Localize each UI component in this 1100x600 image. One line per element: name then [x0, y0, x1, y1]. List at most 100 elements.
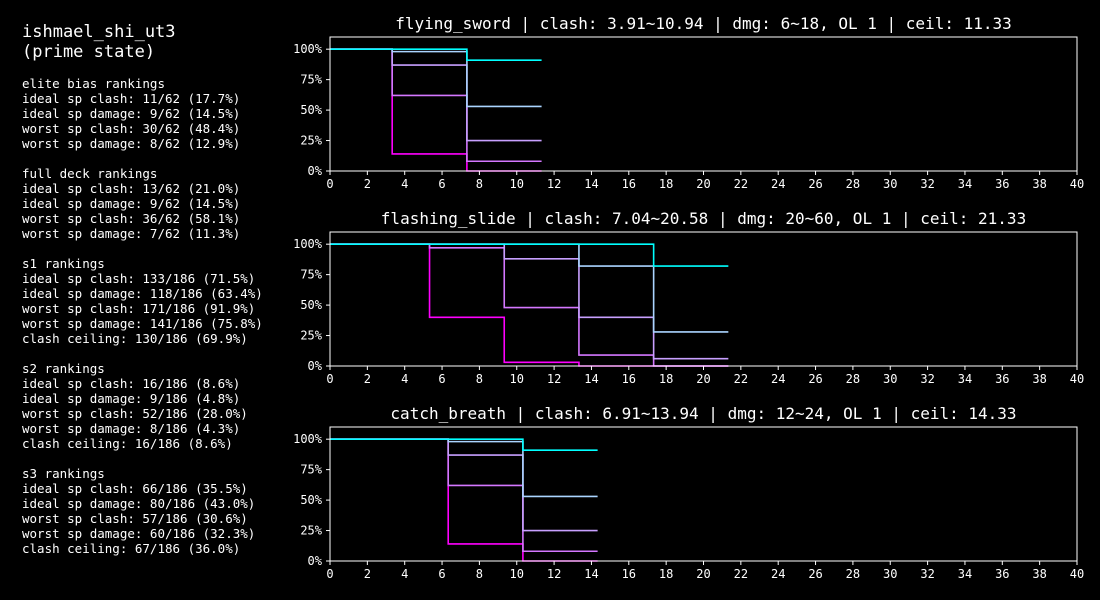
- y-tick-label: 25%: [300, 134, 322, 148]
- y-tick-label: 0%: [308, 164, 323, 178]
- ranking-line: ideal sp damage: 9/62 (14.5%): [22, 196, 241, 211]
- x-tick-label: 8: [476, 177, 483, 191]
- x-tick-label: 2: [364, 177, 371, 191]
- y-tick-label: 100%: [293, 237, 323, 251]
- x-tick-label: 24: [771, 567, 785, 581]
- x-tick-label: 26: [808, 177, 822, 191]
- y-tick-label: 25%: [300, 524, 322, 538]
- ranking-line: worst sp clash: 52/186 (28.0%): [22, 406, 248, 421]
- x-tick-label: 32: [920, 177, 934, 191]
- x-tick-label: 36: [995, 177, 1009, 191]
- x-tick-label: 8: [476, 567, 483, 581]
- ranking-section-title: s1 rankings: [22, 256, 105, 271]
- ranking-section: s3 rankings ideal sp clash: 66/186 (35.5%…: [22, 466, 302, 556]
- ranking-section-title: s3 rankings: [22, 466, 105, 481]
- x-tick-label: 22: [734, 567, 748, 581]
- ranking-section-title: elite bias rankings: [22, 76, 165, 91]
- x-tick-label: 8: [476, 372, 483, 386]
- chart-title: flashing_slide | clash: 7.04~20.58 | dmg…: [381, 209, 1026, 228]
- x-tick-label: 18: [659, 567, 673, 581]
- x-tick-label: 2: [364, 567, 371, 581]
- series-line: [330, 243, 729, 367]
- ranking-section-title: s2 rankings: [22, 361, 105, 376]
- series-line: [330, 438, 598, 451]
- ranking-line: ideal sp clash: 66/186 (35.5%): [22, 481, 248, 496]
- x-tick-label: 4: [401, 567, 408, 581]
- ranking-section: s1 rankings ideal sp clash: 133/186 (71.5…: [22, 256, 302, 346]
- x-tick-label: 24: [771, 372, 785, 386]
- x-tick-label: 38: [1032, 177, 1046, 191]
- x-tick-label: 38: [1032, 567, 1046, 581]
- chart-title: catch_breath | clash: 6.91~13.94 | dmg: …: [390, 404, 1016, 423]
- x-tick-label: 20: [696, 567, 710, 581]
- plot-frame: [329, 231, 1078, 367]
- x-tick-label: 22: [734, 177, 748, 191]
- ranking-line: worst sp damage: 8/62 (12.9%): [22, 136, 241, 151]
- x-tick-label: 18: [659, 177, 673, 191]
- x-tick-label: 28: [846, 372, 860, 386]
- x-tick-label: 34: [958, 177, 972, 191]
- x-tick-label: 30: [883, 372, 897, 386]
- x-tick-label: 34: [958, 567, 972, 581]
- x-tick-label: 36: [995, 567, 1009, 581]
- ranking-line: clash ceiling: 67/186 (36.0%): [22, 541, 241, 556]
- x-tick-label: 10: [510, 567, 524, 581]
- y-tick-label: 50%: [300, 298, 322, 312]
- x-tick-label: 12: [547, 372, 561, 386]
- x-tick-label: 26: [808, 372, 822, 386]
- x-tick-label: 2: [364, 372, 371, 386]
- x-tick-label: 12: [547, 177, 561, 191]
- ranking-line: ideal sp clash: 13/62 (21.0%): [22, 181, 241, 196]
- x-tick-label: 28: [846, 567, 860, 581]
- series-line: [330, 48, 542, 108]
- chart-3: catch_breath | clash: 6.91~13.94 | dmg: …: [293, 404, 1084, 581]
- ranking-line: ideal sp clash: 16/186 (8.6%): [22, 376, 241, 391]
- x-tick-label: 14: [584, 177, 598, 191]
- ranking-line: clash ceiling: 16/186 (8.6%): [22, 436, 233, 451]
- x-tick-label: 6: [438, 372, 445, 386]
- x-tick-label: 22: [734, 372, 748, 386]
- ranking-line: ideal sp clash: 133/186 (71.5%): [22, 271, 256, 286]
- ranking-line: worst sp clash: 30/62 (48.4%): [22, 121, 241, 136]
- x-tick-label: 0: [326, 567, 333, 581]
- x-tick-label: 38: [1032, 372, 1046, 386]
- series-line: [330, 48, 542, 61]
- x-tick-label: 14: [584, 567, 598, 581]
- x-tick-label: 14: [584, 372, 598, 386]
- ranking-line: ideal sp clash: 11/62 (17.7%): [22, 91, 241, 106]
- series-line: [330, 438, 598, 498]
- x-tick-label: 28: [846, 177, 860, 191]
- plot-frame: [329, 426, 1078, 562]
- series-line: [330, 48, 542, 163]
- x-tick-label: 16: [622, 177, 636, 191]
- ranking-section: full deck rankings ideal sp clash: 13/62 …: [22, 166, 302, 241]
- series-line: [330, 243, 729, 267]
- x-tick-label: 16: [622, 372, 636, 386]
- x-tick-label: 4: [401, 177, 408, 191]
- x-tick-label: 6: [438, 177, 445, 191]
- x-tick-label: 18: [659, 372, 673, 386]
- x-tick-label: 16: [622, 567, 636, 581]
- ranking-line: worst sp clash: 171/186 (91.9%): [22, 301, 256, 316]
- x-tick-label: 0: [326, 372, 333, 386]
- ranking-line: clash ceiling: 130/186 (69.9%): [22, 331, 248, 346]
- character-name: ishmael_shi_ut3: [22, 22, 176, 42]
- x-tick-label: 20: [696, 177, 710, 191]
- ranking-line: ideal sp damage: 118/186 (63.4%): [22, 286, 263, 301]
- x-tick-label: 40: [1070, 372, 1084, 386]
- y-tick-label: 0%: [308, 359, 323, 373]
- ranking-line: ideal sp damage: 9/186 (4.8%): [22, 391, 241, 406]
- x-tick-label: 0: [326, 177, 333, 191]
- ranking-line: worst sp damage: 8/186 (4.3%): [22, 421, 241, 436]
- series-line: [330, 243, 729, 367]
- chart-1: flying_sword | clash: 3.91~10.94 | dmg: …: [293, 14, 1084, 191]
- series-line: [330, 243, 729, 333]
- y-tick-label: 0%: [308, 554, 323, 568]
- ranking-section: elite bias rankings ideal sp clash: 11/62…: [22, 76, 302, 151]
- x-tick-label: 6: [438, 567, 445, 581]
- chart-title: flying_sword | clash: 3.91~10.94 | dmg: …: [395, 14, 1012, 33]
- x-tick-label: 36: [995, 372, 1009, 386]
- ranking-line: worst sp clash: 57/186 (30.6%): [22, 511, 248, 526]
- x-tick-label: 30: [883, 567, 897, 581]
- x-tick-label: 30: [883, 177, 897, 191]
